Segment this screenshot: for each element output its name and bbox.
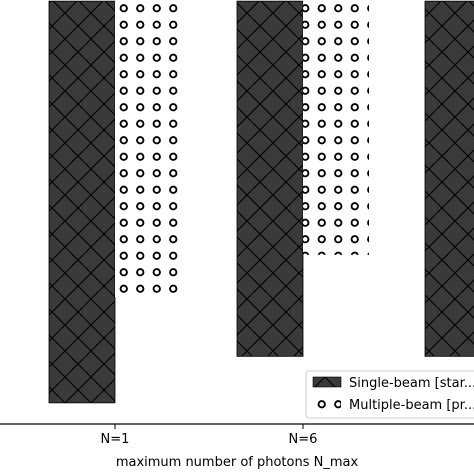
legend-swatch-single-beam [312, 376, 342, 388]
legend-label-single-beam: Single-beam [star... [349, 376, 474, 391]
x-tick-label: N=6 [289, 432, 318, 447]
plot-area [48, 0, 474, 404]
x-tick-label: N=1 [101, 432, 130, 447]
legend-label-multiple-beam: Multiple-beam [pr... [349, 398, 474, 413]
bar-single-beam-2 [236, 0, 304, 357]
legend-swatch-multiple-beam [313, 399, 341, 409]
legend: Single-beam [star... Multiple-beam [pr..… [305, 370, 474, 419]
bar-multiple-beam-1 [115, 1, 181, 298]
x-tick-group: N=1N=6N=... [101, 424, 318, 447]
bar-single-beam-3 [424, 0, 474, 357]
legend-frame [305, 370, 474, 419]
x-axis-label: maximum number of photons N_max [116, 455, 359, 470]
bar-multiple-beam-2 [303, 1, 369, 255]
bar-single-beam-1 [48, 0, 116, 404]
